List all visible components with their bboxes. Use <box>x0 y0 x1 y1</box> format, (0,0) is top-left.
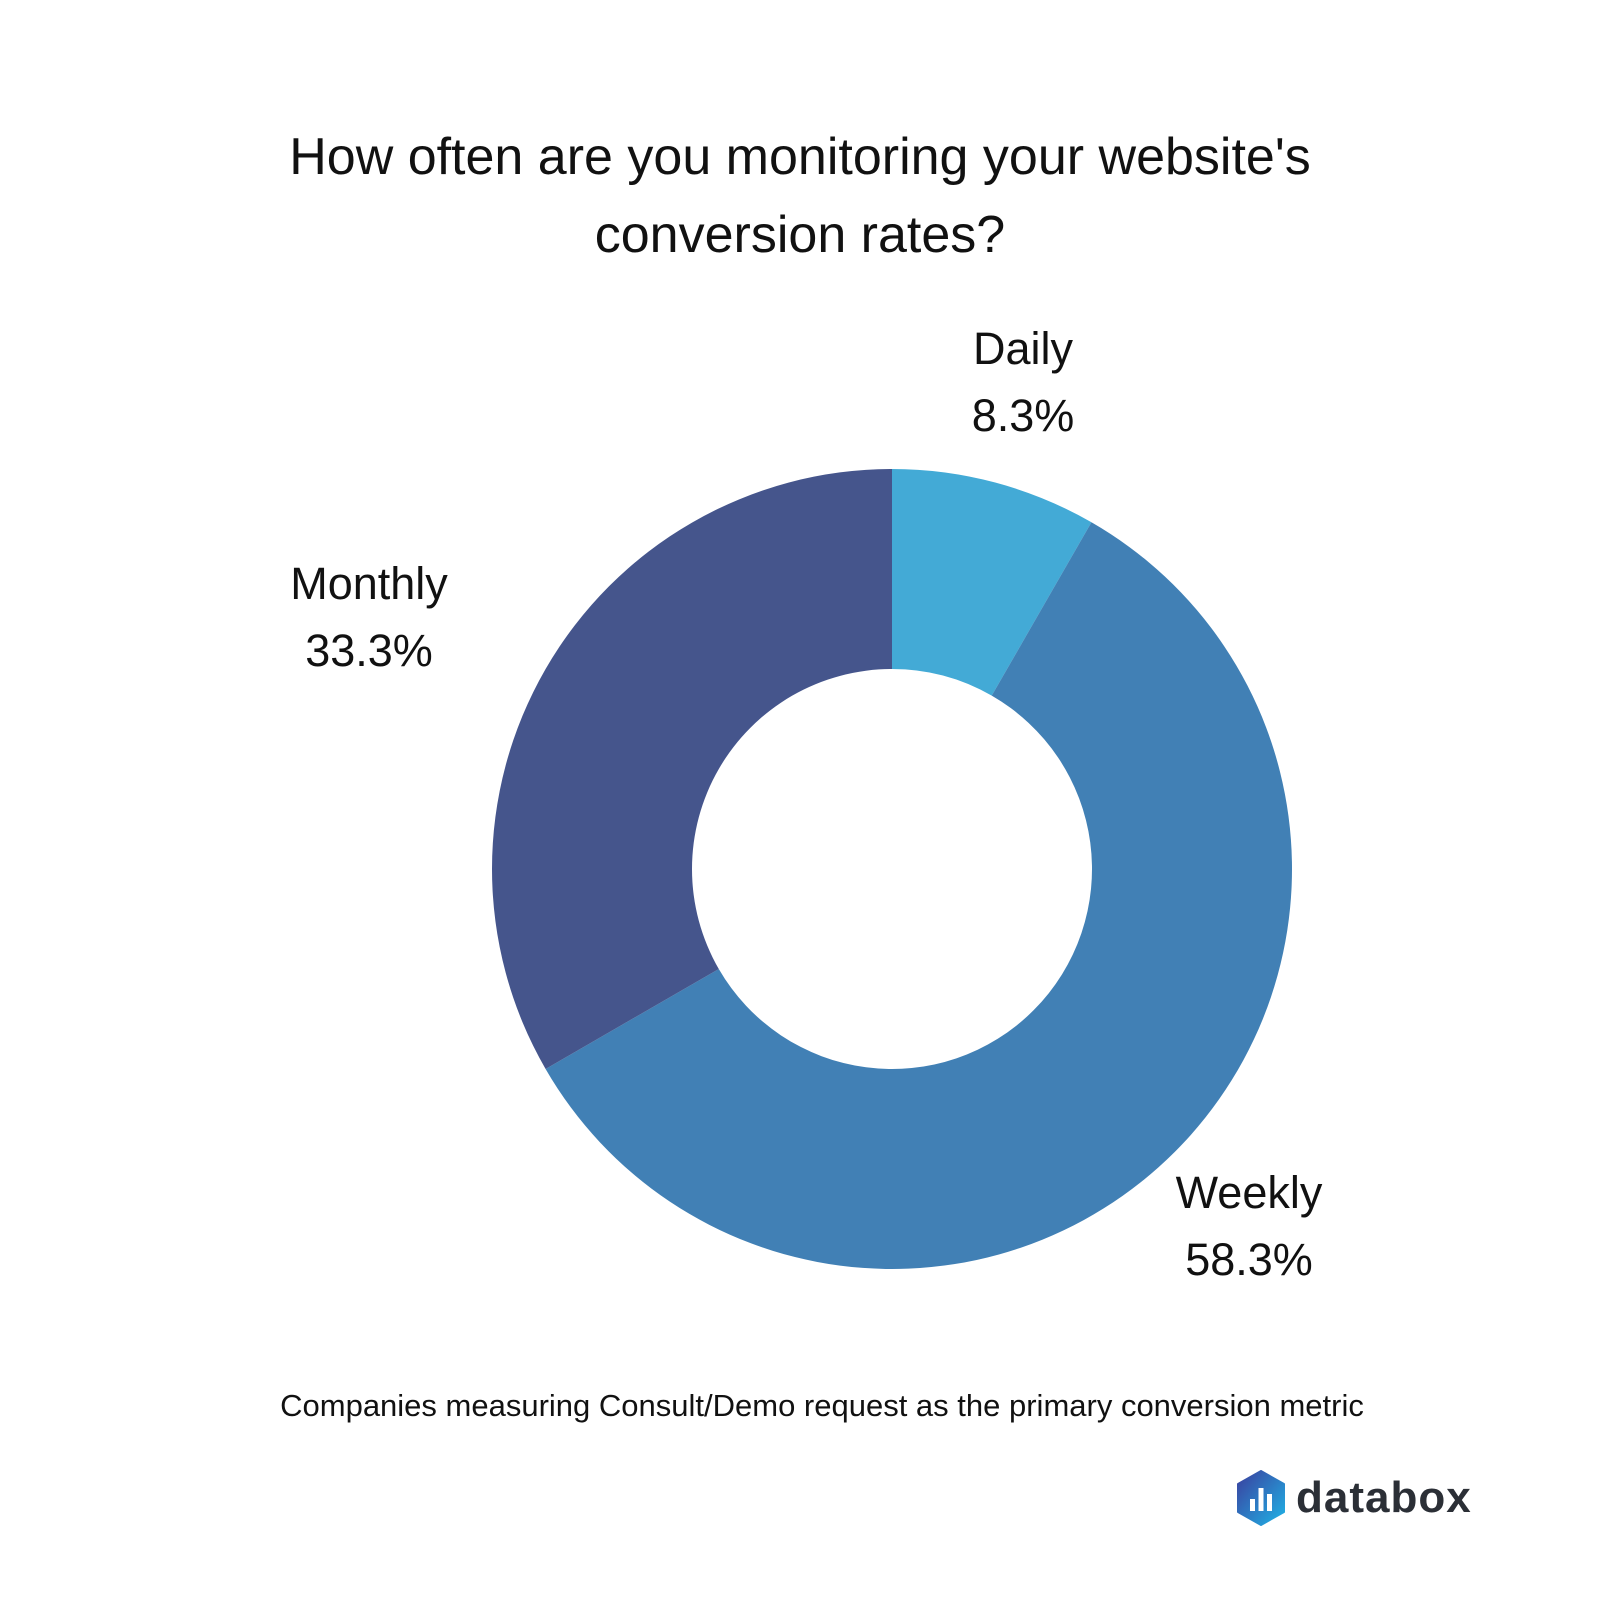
databox-logo: databox <box>1236 1470 1472 1526</box>
slice-label-name: Weekly <box>1175 1167 1323 1218</box>
slice-label-daily: Daily 8.3% <box>873 315 1173 449</box>
chart-title-line-2: conversion rates? <box>594 206 1006 264</box>
slice-label-value: 33.3% <box>305 625 433 676</box>
donut-slice-weekly <box>545 522 1293 1269</box>
chart-subtitle: Companies measuring Consult/Demo request… <box>280 1388 1364 1423</box>
databox-logo-icon <box>1237 1470 1285 1526</box>
slice-label-monthly: Monthly 33.3% <box>219 550 519 684</box>
chart-title-line-1: How often are you monitoring your websit… <box>289 128 1311 186</box>
slice-label-name: Monthly <box>290 558 448 609</box>
slice-label-value: 58.3% <box>1185 1234 1313 1285</box>
slice-label-name: Daily <box>972 323 1074 374</box>
slice-label-weekly: Weekly 58.3% <box>1099 1159 1399 1293</box>
chart-title: How often are you monitoring your websit… <box>0 118 1600 274</box>
logo-text: databox <box>1296 1473 1472 1522</box>
slice-label-value: 8.3% <box>971 390 1075 441</box>
donut-slice-daily <box>892 469 1092 696</box>
donut-slice-monthly <box>491 469 892 1069</box>
